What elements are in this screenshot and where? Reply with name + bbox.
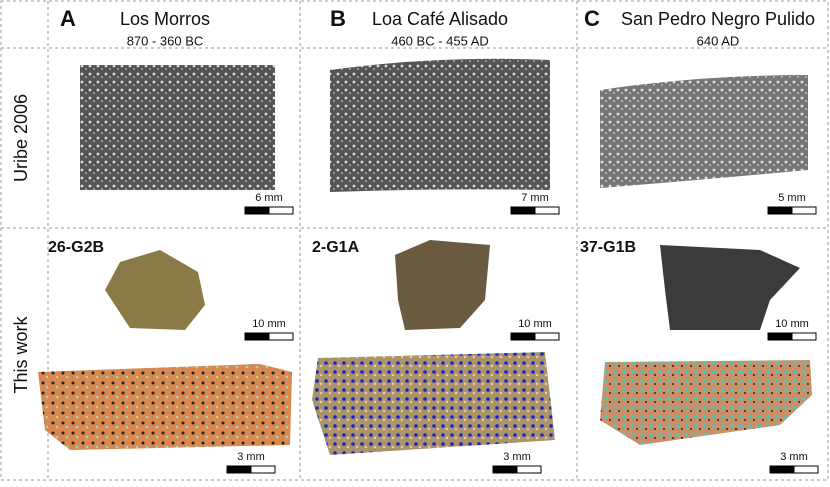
scale-bar bbox=[767, 206, 793, 215]
panel-letter: B bbox=[330, 6, 346, 31]
scale-bar bbox=[516, 465, 542, 474]
sample-label: 37-G1B bbox=[580, 239, 636, 256]
scale-label: 5 mm bbox=[778, 192, 806, 204]
column-title: San Pedro Negro Pulido bbox=[621, 9, 815, 29]
scale-label: 10 mm bbox=[518, 318, 552, 330]
sample-label: 2-G1A bbox=[312, 239, 360, 256]
scale-bar bbox=[244, 332, 270, 341]
scale-bar bbox=[791, 206, 817, 215]
scale-bar bbox=[767, 332, 793, 341]
scale-label: 10 mm bbox=[775, 318, 809, 330]
scale-bar bbox=[510, 206, 536, 215]
scale-bar bbox=[534, 206, 560, 215]
scale-bar bbox=[534, 332, 560, 341]
row-label: Uribe 2006 bbox=[11, 94, 31, 182]
scale-bar bbox=[510, 332, 536, 341]
scale-bar bbox=[268, 332, 294, 341]
micrograph bbox=[80, 58, 808, 192]
thin-section bbox=[38, 352, 812, 455]
scale-bar bbox=[244, 206, 270, 215]
scale-label: 3 mm bbox=[503, 451, 531, 463]
scale-bar bbox=[250, 465, 276, 474]
scale-bar bbox=[268, 206, 294, 215]
row-label: This work bbox=[11, 315, 31, 393]
scale-bar bbox=[492, 465, 518, 474]
column-title: Loa Café Alisado bbox=[372, 9, 508, 29]
scale-bar bbox=[769, 465, 795, 474]
column-title: Los Morros bbox=[120, 9, 210, 29]
scale-label: 3 mm bbox=[237, 451, 265, 463]
sherd bbox=[105, 240, 800, 330]
column-date: 460 BC - 455 AD bbox=[391, 33, 489, 48]
column-date: 640 AD bbox=[697, 33, 740, 48]
scale-label: 10 mm bbox=[252, 318, 286, 330]
panel-letter: C bbox=[584, 6, 600, 31]
panel-letter: A bbox=[60, 6, 76, 31]
scale-label: 6 mm bbox=[255, 192, 283, 204]
scale-bar bbox=[791, 332, 817, 341]
sample-label: 26-G2B bbox=[48, 239, 104, 256]
scale-label: 3 mm bbox=[780, 451, 808, 463]
scale-bar bbox=[793, 465, 819, 474]
scale-label: 7 mm bbox=[521, 192, 549, 204]
column-date: 870 - 360 BC bbox=[127, 33, 204, 48]
scale-bar bbox=[226, 465, 252, 474]
